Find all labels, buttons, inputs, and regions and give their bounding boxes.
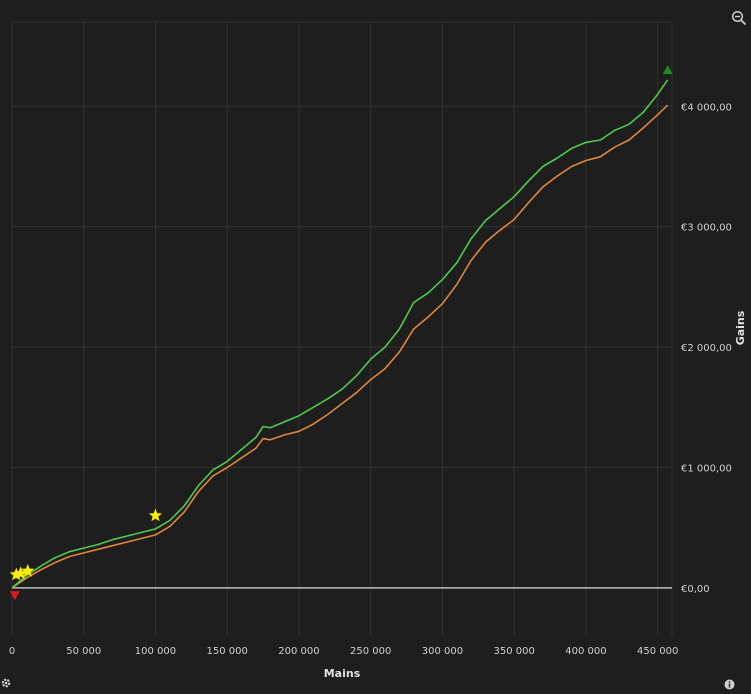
y-tick-label: €3 000,00 <box>681 223 732 234</box>
x-tick-label: 250 000 <box>350 646 391 657</box>
y-tick-label: €2 000,00 <box>681 343 732 354</box>
x-tick-label: 50 000 <box>66 646 101 657</box>
zoom-out-icon[interactable] <box>731 10 747 26</box>
x-tick-label: 150 000 <box>207 646 248 657</box>
x-tick-label: 0 <box>9 646 15 657</box>
x-axis-title: Mains <box>324 667 361 680</box>
series-layer <box>11 79 669 589</box>
y-tick-label: €0,00 <box>681 584 710 595</box>
info-icon[interactable] <box>724 675 735 690</box>
star-marker <box>9 567 23 581</box>
grid <box>11 21 673 636</box>
series-line <box>11 79 669 589</box>
y-tick-label: €4 000,00 <box>681 102 732 113</box>
loss-marker <box>9 591 20 601</box>
star-marker <box>14 566 28 580</box>
y-tick-label: €1 000,00 <box>681 463 732 474</box>
y-axis-ticks: €0,00 €1 000,00 €2 000,00 €3 000,00 €4 000,0… <box>681 102 732 595</box>
gear-icon[interactable] <box>0 674 12 688</box>
x-tick-label: 450 000 <box>637 646 678 657</box>
x-tick-label: 100 000 <box>135 646 176 657</box>
y-axis-title: Gains <box>734 310 747 345</box>
gain-marker <box>662 65 673 75</box>
x-axis-ticks: 0 50 000 100 000 150 000 200 000 250 000 300 0… <box>9 646 679 657</box>
x-tick-label: 200 000 <box>278 646 319 657</box>
x-tick-label: 300 000 <box>422 646 463 657</box>
star-marker <box>21 564 35 577</box>
x-tick-label: 350 000 <box>493 646 534 657</box>
x-tick-label: 400 000 <box>565 646 606 657</box>
series-line <box>11 104 669 589</box>
marker-layer <box>9 65 673 601</box>
star-marker <box>148 508 163 522</box>
